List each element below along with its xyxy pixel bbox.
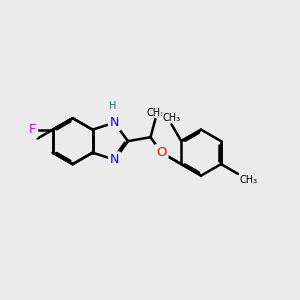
Text: CH₃: CH₃ (146, 107, 164, 118)
Text: N: N (110, 116, 119, 129)
Text: N: N (110, 153, 119, 166)
Text: CH₃: CH₃ (162, 113, 181, 123)
Text: F: F (29, 123, 36, 136)
Text: CH₃: CH₃ (239, 175, 257, 185)
Text: H: H (109, 101, 117, 111)
Text: O: O (156, 146, 166, 159)
